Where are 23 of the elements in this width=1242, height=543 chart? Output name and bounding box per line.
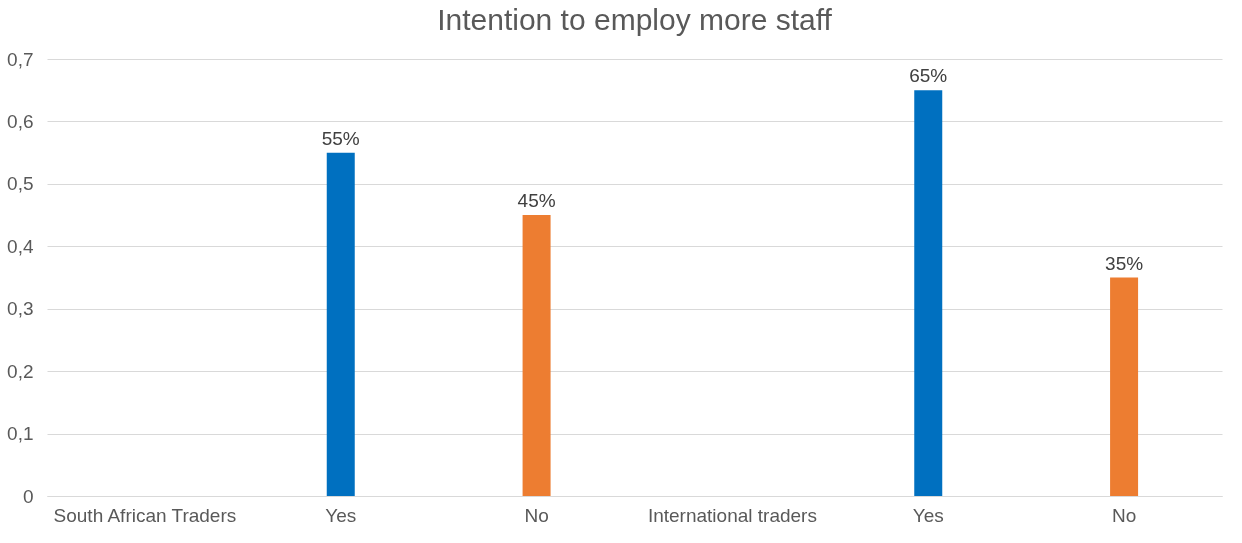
x-tick-label: International traders xyxy=(647,504,817,526)
data-label: 35% xyxy=(1105,252,1144,274)
data-label: 55% xyxy=(321,127,360,149)
bar xyxy=(1110,277,1139,496)
y-tick-label: 0,3 xyxy=(7,298,34,320)
chart-title: Intention to employ more staff xyxy=(437,3,833,36)
data-label: 45% xyxy=(517,190,556,212)
y-tick-label: 0,5 xyxy=(7,173,34,195)
bar xyxy=(522,215,551,496)
x-tick-label: South African Traders xyxy=(53,504,237,526)
bar xyxy=(326,152,355,496)
y-tick-label: 0,2 xyxy=(7,360,34,382)
y-tick-label: 0 xyxy=(22,485,34,507)
y-tick-label: 0,6 xyxy=(7,110,34,132)
y-tick-label: 0,4 xyxy=(7,235,34,257)
x-tick-label: No xyxy=(524,504,549,526)
x-tick-label: No xyxy=(1111,504,1137,526)
x-tick-label: Yes xyxy=(325,504,357,526)
x-tick-label: Yes xyxy=(912,504,944,526)
bar xyxy=(914,90,943,496)
y-tick-label: 0,7 xyxy=(7,48,34,70)
data-label: 65% xyxy=(909,65,948,87)
y-tick-label: 0,1 xyxy=(7,423,34,445)
